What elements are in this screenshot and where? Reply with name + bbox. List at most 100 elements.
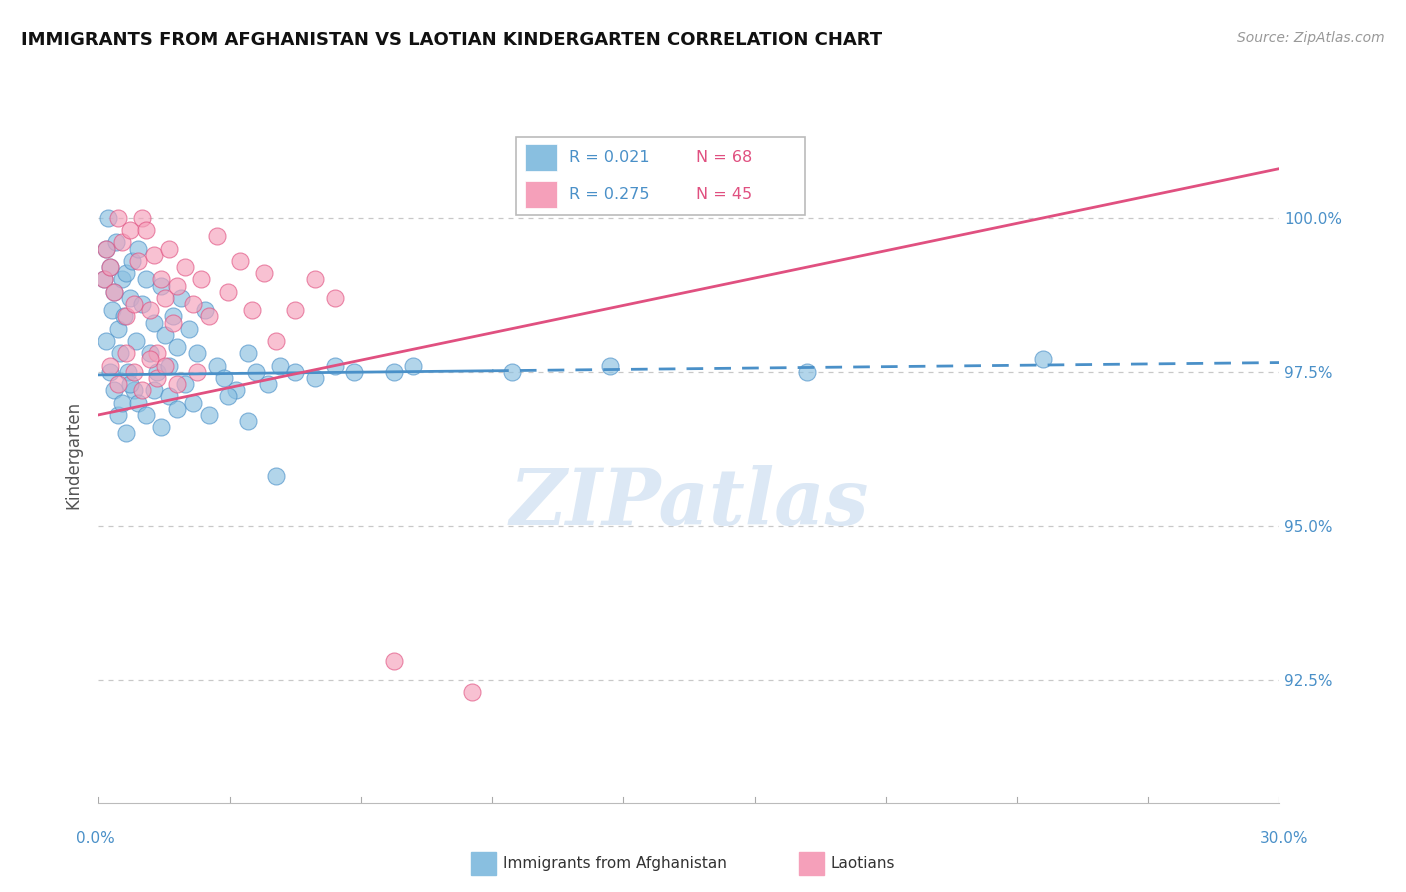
Point [170,291,193,305]
Point [115,310,138,324]
Point [131,384,153,398]
Point [214,371,236,385]
Point [157,242,180,256]
Text: IMMIGRANTS FROM AFGHANISTAN VS LAOTIAN KINDERGARTEN CORRELATION CHART: IMMIGRANTS FROM AFGHANISTAN VS LAOTIAN K… [21,31,882,49]
FancyBboxPatch shape [524,181,557,209]
Text: Source: ZipAtlas.com: Source: ZipAtlas.com [1237,31,1385,45]
Point [127,242,149,256]
Point [264,469,287,483]
Point [166,340,188,354]
Point [103,285,125,299]
Point [166,278,188,293]
Point [197,310,219,324]
Point [186,346,208,360]
Text: Laotians: Laotians [831,856,896,871]
Point [146,365,169,379]
Point [304,272,326,286]
Point [103,285,125,299]
Point [118,223,141,237]
Point [146,346,169,360]
Point [107,408,129,422]
Point [174,260,197,274]
Point [461,685,484,699]
Point [245,365,267,379]
Point [253,266,276,280]
Point [256,377,278,392]
Point [157,389,180,403]
Point [138,303,160,318]
Point [155,291,177,305]
Point [103,384,125,398]
Point [111,235,134,250]
Point [194,303,217,318]
Point [118,377,141,392]
Text: N = 68: N = 68 [696,150,752,165]
Point [122,297,145,311]
Point [236,414,259,428]
Text: R = 0.275: R = 0.275 [569,187,650,202]
Point [127,395,149,409]
Point [142,248,165,262]
Point [112,310,135,324]
Point [101,303,124,318]
Point [150,272,173,286]
Point [382,365,405,379]
Text: R = 0.021: R = 0.021 [569,150,650,165]
Point [229,254,252,268]
Point [155,327,177,342]
Point [162,316,184,330]
Text: 30.0%: 30.0% [1260,831,1308,846]
Point [197,408,219,422]
Text: Immigrants from Afghanistan: Immigrants from Afghanistan [503,856,727,871]
Point [97,211,120,225]
Point [217,285,239,299]
Point [127,254,149,268]
Point [142,384,165,398]
Point [1032,352,1054,367]
Point [402,359,425,373]
Point [108,346,131,360]
Point [205,359,228,373]
Point [135,408,157,422]
Point [138,346,160,360]
FancyBboxPatch shape [516,137,806,215]
Point [121,254,143,268]
Point [122,365,145,379]
Point [146,371,169,385]
Point [150,420,173,434]
Point [96,242,118,256]
Point [264,334,287,348]
Point [93,272,115,286]
Point [166,377,188,392]
Point [181,297,204,311]
Point [98,365,121,379]
Point [269,359,291,373]
Point [107,377,129,392]
Point [98,260,121,274]
Point [157,359,180,373]
Point [343,365,366,379]
Point [236,346,259,360]
Point [131,211,153,225]
Point [135,272,157,286]
Point [107,211,129,225]
Point [117,365,139,379]
Point [138,352,160,367]
Point [284,303,307,318]
Point [382,654,405,668]
Text: 0.0%: 0.0% [76,831,115,846]
Point [240,303,263,318]
Point [323,359,346,373]
Point [142,316,165,330]
Point [190,272,212,286]
Point [186,365,208,379]
Point [131,297,153,311]
Point [96,242,118,256]
Point [135,223,157,237]
Point [162,310,184,324]
Point [174,377,197,392]
Point [93,272,115,286]
Point [111,272,134,286]
Point [98,260,121,274]
FancyBboxPatch shape [524,144,557,171]
